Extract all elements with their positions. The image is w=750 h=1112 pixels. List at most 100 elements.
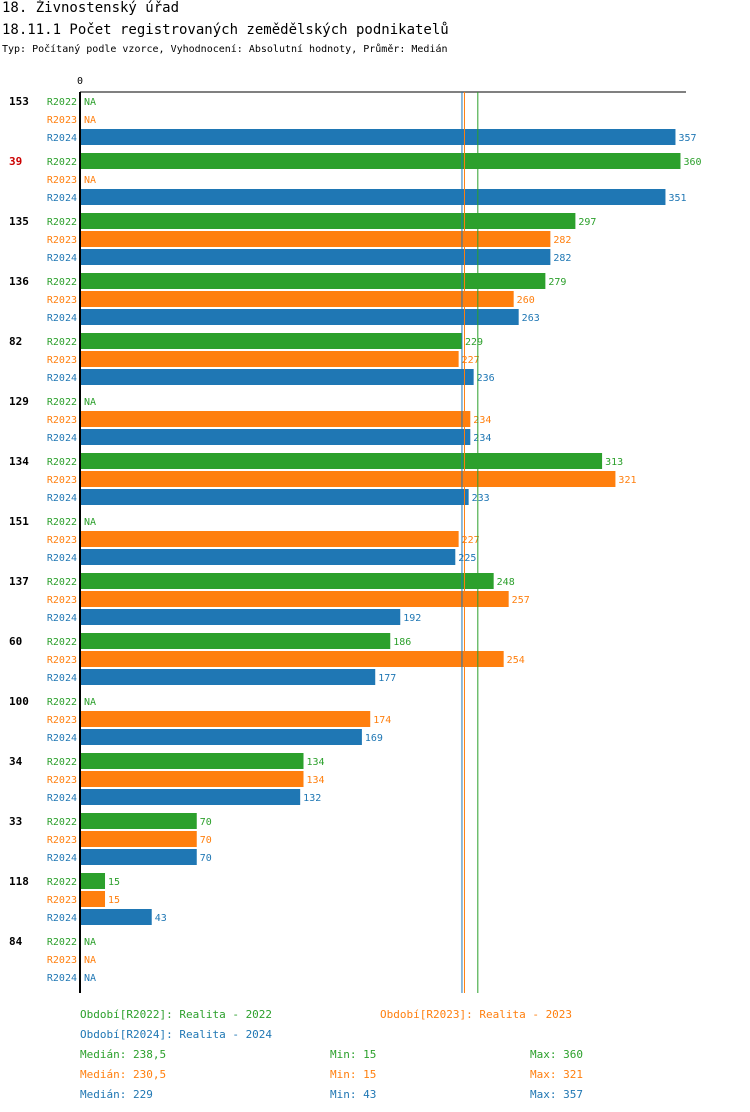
- data-label: 70: [200, 817, 212, 828]
- data-label: 43: [155, 913, 167, 924]
- data-label: 282: [553, 235, 571, 246]
- group-label: 136: [9, 275, 29, 288]
- bar: [81, 771, 304, 787]
- data-label: 134: [307, 757, 325, 768]
- series-label: R2023: [47, 175, 77, 186]
- na-label: NA: [84, 697, 96, 708]
- series-label: R2023: [47, 535, 77, 546]
- legend-min-2023: Min: 15: [330, 1068, 377, 1081]
- series-label: R2024: [47, 553, 77, 564]
- group-label: 60: [9, 635, 22, 648]
- group-label: 129: [9, 395, 29, 408]
- data-label: 351: [668, 193, 686, 204]
- legend-median-2024: Medián: 229: [80, 1088, 153, 1101]
- series-label: R2023: [47, 475, 77, 486]
- data-label: 229: [465, 337, 483, 348]
- bar: [81, 369, 474, 385]
- bar: [81, 213, 576, 229]
- group-label: 84: [9, 935, 23, 948]
- series-label: R2024: [47, 313, 77, 324]
- data-label: 134: [307, 775, 325, 786]
- bar: [81, 249, 551, 265]
- bar: [81, 531, 459, 547]
- group-label: 118: [9, 875, 29, 888]
- data-label: 360: [683, 157, 701, 168]
- bar: [81, 351, 459, 367]
- bar: [81, 549, 456, 565]
- bar: [81, 573, 494, 589]
- bar: [81, 129, 676, 145]
- legend-max-2023: Max: 321: [530, 1068, 583, 1081]
- na-label: NA: [84, 97, 96, 108]
- series-label: R2022: [47, 937, 77, 948]
- series-label: R2022: [47, 277, 77, 288]
- series-label: R2022: [47, 457, 77, 468]
- series-label: R2023: [47, 775, 77, 786]
- legend-max-2022: Max: 360: [530, 1048, 583, 1061]
- data-label: 227: [462, 535, 480, 546]
- bar: [81, 651, 504, 667]
- series-label: R2023: [47, 355, 77, 366]
- x-axis-zero-label: 0: [77, 76, 83, 87]
- series-label: R2023: [47, 295, 77, 306]
- series-label: R2024: [47, 253, 77, 264]
- data-label: 260: [517, 295, 535, 306]
- data-label: 234: [473, 415, 491, 426]
- series-label: R2022: [47, 877, 77, 888]
- series-label: R2024: [47, 613, 77, 624]
- series-label: R2024: [47, 133, 77, 144]
- data-label: 174: [373, 715, 391, 726]
- group-label: 82: [9, 335, 22, 348]
- group-label: 151: [9, 515, 29, 528]
- series-label: R2022: [47, 157, 77, 168]
- data-label: 282: [553, 253, 571, 264]
- series-label: R2024: [47, 913, 77, 924]
- series-label: R2023: [47, 415, 77, 426]
- legend-min-2024: Min: 43: [330, 1088, 377, 1101]
- bar-chart: 0 153 R2022 NA R2023 NA R2024 357 39 R2022 360 R202…: [9, 76, 702, 993]
- data-label: 192: [403, 613, 421, 624]
- bar: [81, 909, 152, 925]
- data-label: 297: [578, 217, 596, 228]
- bar: [81, 189, 666, 205]
- bar: [81, 873, 106, 889]
- na-label: NA: [84, 955, 96, 966]
- legend-period-2024: Období[R2024]: Realita - 2024: [80, 1028, 273, 1041]
- page-title: 18. Živnostenský úřad: [2, 0, 180, 16]
- chart-title: 18.11.1 Počet registrovaných zemědělskýc…: [2, 22, 449, 38]
- bar: [81, 669, 376, 685]
- bar: [81, 153, 681, 169]
- data-label: 169: [365, 733, 383, 744]
- chart-type-line: Typ: Počítaný podle vzorce, Vyhodnocení:…: [2, 44, 448, 55]
- series-label: R2024: [47, 853, 77, 864]
- series-label: R2022: [47, 577, 77, 588]
- series-label: R2023: [47, 235, 77, 246]
- bar: [81, 591, 509, 607]
- series-label: R2024: [47, 433, 77, 444]
- bar: [81, 333, 462, 349]
- series-label: R2023: [47, 715, 77, 726]
- series-label: R2024: [47, 973, 77, 984]
- bar: [81, 489, 469, 505]
- bar: [81, 291, 514, 307]
- na-label: NA: [84, 517, 96, 528]
- data-label: 257: [512, 595, 530, 606]
- series-label: R2022: [47, 757, 77, 768]
- series-label: R2024: [47, 733, 77, 744]
- series-label: R2024: [47, 793, 77, 804]
- bar: [81, 849, 197, 865]
- bar: [81, 789, 301, 805]
- data-label: 225: [458, 553, 476, 564]
- series-label: R2022: [47, 637, 77, 648]
- data-label: 15: [108, 877, 120, 888]
- na-label: NA: [84, 175, 96, 186]
- series-label: R2022: [47, 817, 77, 828]
- series-label: R2023: [47, 115, 77, 126]
- data-label: 313: [605, 457, 623, 468]
- na-label: NA: [84, 115, 96, 126]
- data-label: 15: [108, 895, 120, 906]
- na-label: NA: [84, 937, 96, 948]
- bar: [81, 411, 471, 427]
- data-label: 263: [522, 313, 540, 324]
- na-label: NA: [84, 397, 96, 408]
